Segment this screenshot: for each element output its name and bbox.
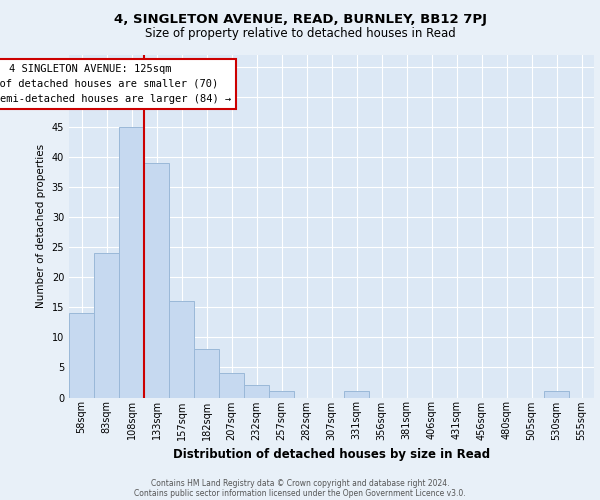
- Text: Size of property relative to detached houses in Read: Size of property relative to detached ho…: [145, 28, 455, 40]
- Bar: [344, 392, 369, 398]
- Text: Contains public sector information licensed under the Open Government Licence v3: Contains public sector information licen…: [134, 488, 466, 498]
- Text: 4, SINGLETON AVENUE, READ, BURNLEY, BB12 7PJ: 4, SINGLETON AVENUE, READ, BURNLEY, BB12…: [113, 12, 487, 26]
- Bar: [169, 302, 194, 398]
- Bar: [219, 374, 244, 398]
- Text: Contains HM Land Registry data © Crown copyright and database right 2024.: Contains HM Land Registry data © Crown c…: [151, 478, 449, 488]
- Bar: [269, 392, 294, 398]
- X-axis label: Distribution of detached houses by size in Read: Distribution of detached houses by size …: [173, 448, 490, 461]
- Bar: [544, 392, 569, 398]
- Bar: [244, 386, 269, 398]
- Bar: [94, 254, 119, 398]
- Y-axis label: Number of detached properties: Number of detached properties: [36, 144, 46, 308]
- Text: 4 SINGLETON AVENUE: 125sqm
← 45% of detached houses are smaller (70)
54% of semi: 4 SINGLETON AVENUE: 125sqm ← 45% of deta…: [0, 64, 231, 104]
- Bar: [69, 314, 94, 398]
- Bar: [144, 163, 169, 398]
- Bar: [119, 127, 144, 398]
- Bar: [194, 350, 219, 398]
